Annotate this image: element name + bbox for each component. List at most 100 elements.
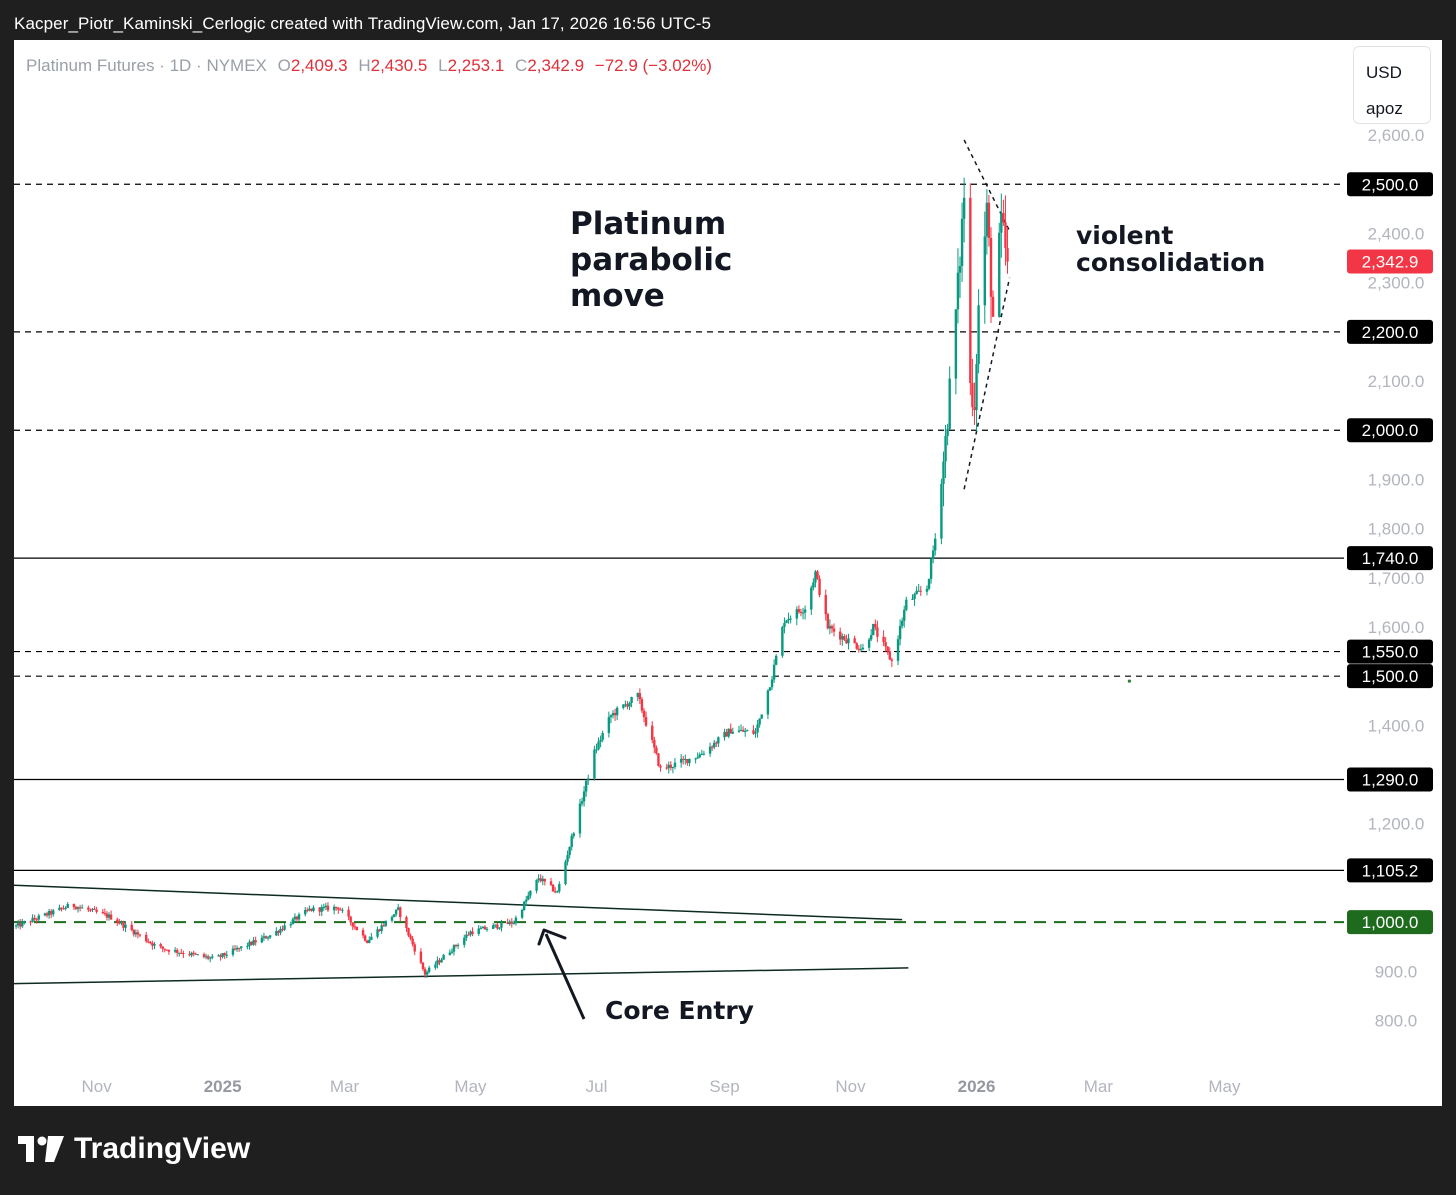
candle-body (962, 197, 966, 219)
candle-body (758, 718, 761, 725)
candle-body (275, 931, 278, 936)
candle-body (394, 909, 398, 915)
candle-body (448, 952, 452, 955)
candle-body (760, 714, 763, 719)
candle-body (671, 766, 675, 768)
candle-body (277, 931, 280, 933)
candle-body (768, 687, 772, 691)
candle-body (161, 946, 164, 949)
candle-body (857, 648, 860, 650)
currency-scale-box[interactable]: USD apoz (1353, 46, 1431, 124)
candle-body (580, 801, 584, 804)
candle-body (452, 945, 456, 952)
candle-body (361, 930, 365, 936)
candle-body (630, 697, 633, 703)
candle-body (694, 758, 697, 760)
candle-body (803, 609, 807, 613)
candle-body (283, 925, 286, 930)
candle-body (35, 919, 38, 921)
price-chart[interactable]: 800.0900.01,000.01,100.01,200.01,300.01,… (14, 40, 1442, 1106)
horizontal-levels (14, 183, 1344, 924)
candle-body (812, 582, 815, 588)
candle-body (182, 953, 185, 955)
trendlines (14, 139, 1011, 985)
candle-body (320, 907, 323, 912)
candle-body (927, 578, 931, 589)
candle-body (535, 879, 538, 891)
currency-label[interactable]: USD (1366, 63, 1402, 82)
trendline (963, 139, 1011, 232)
y-tick-label: 1,700.0 (1368, 569, 1425, 588)
candle-body (869, 635, 873, 640)
candle-body (136, 932, 140, 935)
trendline (14, 967, 909, 985)
candle-body (471, 931, 474, 934)
candle-body (989, 237, 993, 297)
candle-body (409, 935, 412, 939)
tradingview-logo-icon (18, 1136, 64, 1162)
candle-body (485, 928, 489, 930)
candle-body (973, 407, 976, 411)
candle-body (421, 962, 425, 969)
candle-body (37, 915, 40, 920)
close-value: 2,342.9 (527, 56, 585, 75)
candle-body (306, 909, 309, 911)
level-tag-bg (1347, 418, 1433, 443)
candle-body (958, 266, 962, 273)
candle-body (60, 907, 63, 909)
candle-body (454, 945, 458, 947)
candle-body (739, 729, 743, 731)
candle-body (669, 764, 673, 768)
marker-dot (1127, 679, 1131, 683)
annotation-line: Platinum (570, 206, 727, 242)
candle-body (450, 951, 454, 953)
candle-body (624, 704, 627, 706)
candle-body (341, 909, 344, 911)
candle-body (463, 937, 466, 945)
candle-body (679, 758, 683, 763)
scale-label[interactable]: apoz (1366, 99, 1403, 118)
parabolic-annotation: Platinum parabolic move (570, 206, 732, 314)
candle-body (324, 905, 328, 907)
candle-body (407, 927, 410, 936)
candle-body (175, 949, 179, 953)
candle-body (700, 753, 704, 755)
candle-body (578, 803, 582, 834)
candle-body (884, 642, 887, 647)
candle-body (382, 925, 385, 927)
candle-body (642, 710, 646, 718)
candle-body (188, 953, 191, 956)
annotation-line: consolidation (1076, 248, 1266, 277)
candle-body (153, 944, 156, 946)
x-tick-label: Nov (82, 1077, 113, 1096)
candle-body (95, 909, 98, 912)
symbol-label[interactable]: Platinum Futures · 1D · NYMEX (26, 56, 267, 75)
candle-body (727, 728, 730, 737)
y-tick-label: 2,600.0 (1368, 126, 1425, 145)
candle-body (847, 638, 850, 644)
candle-body (211, 956, 214, 958)
trendline (14, 884, 903, 921)
candle-body (219, 955, 222, 957)
candle-body (370, 936, 373, 940)
y-tick-label: 800.0 (1375, 1012, 1418, 1031)
chart-panel[interactable]: 800.0900.01,000.01,100.01,200.01,300.01,… (14, 40, 1442, 1106)
tradingview-brand[interactable]: TradingView (18, 1132, 250, 1166)
candle-body (890, 659, 894, 661)
candle-body (291, 919, 295, 925)
candle-body (826, 614, 830, 629)
ohlc-legend[interactable]: Platinum Futures · 1D · NYMEX O2,409.3 H… (26, 56, 712, 76)
candle-body (597, 741, 600, 750)
candle-body (266, 937, 270, 939)
candle-body (180, 952, 183, 954)
change-value: −72.9 (−3.02%) (594, 56, 712, 75)
candle-body (956, 272, 960, 310)
candle-body (326, 905, 330, 911)
candle-body (975, 364, 978, 411)
y-tick-label: 2,100.0 (1368, 372, 1425, 391)
annotation-line: violent (1076, 221, 1174, 250)
candle-body (615, 707, 619, 716)
level-tag-bg (1347, 858, 1433, 883)
candle-body (66, 904, 69, 908)
candle-body (167, 949, 171, 952)
